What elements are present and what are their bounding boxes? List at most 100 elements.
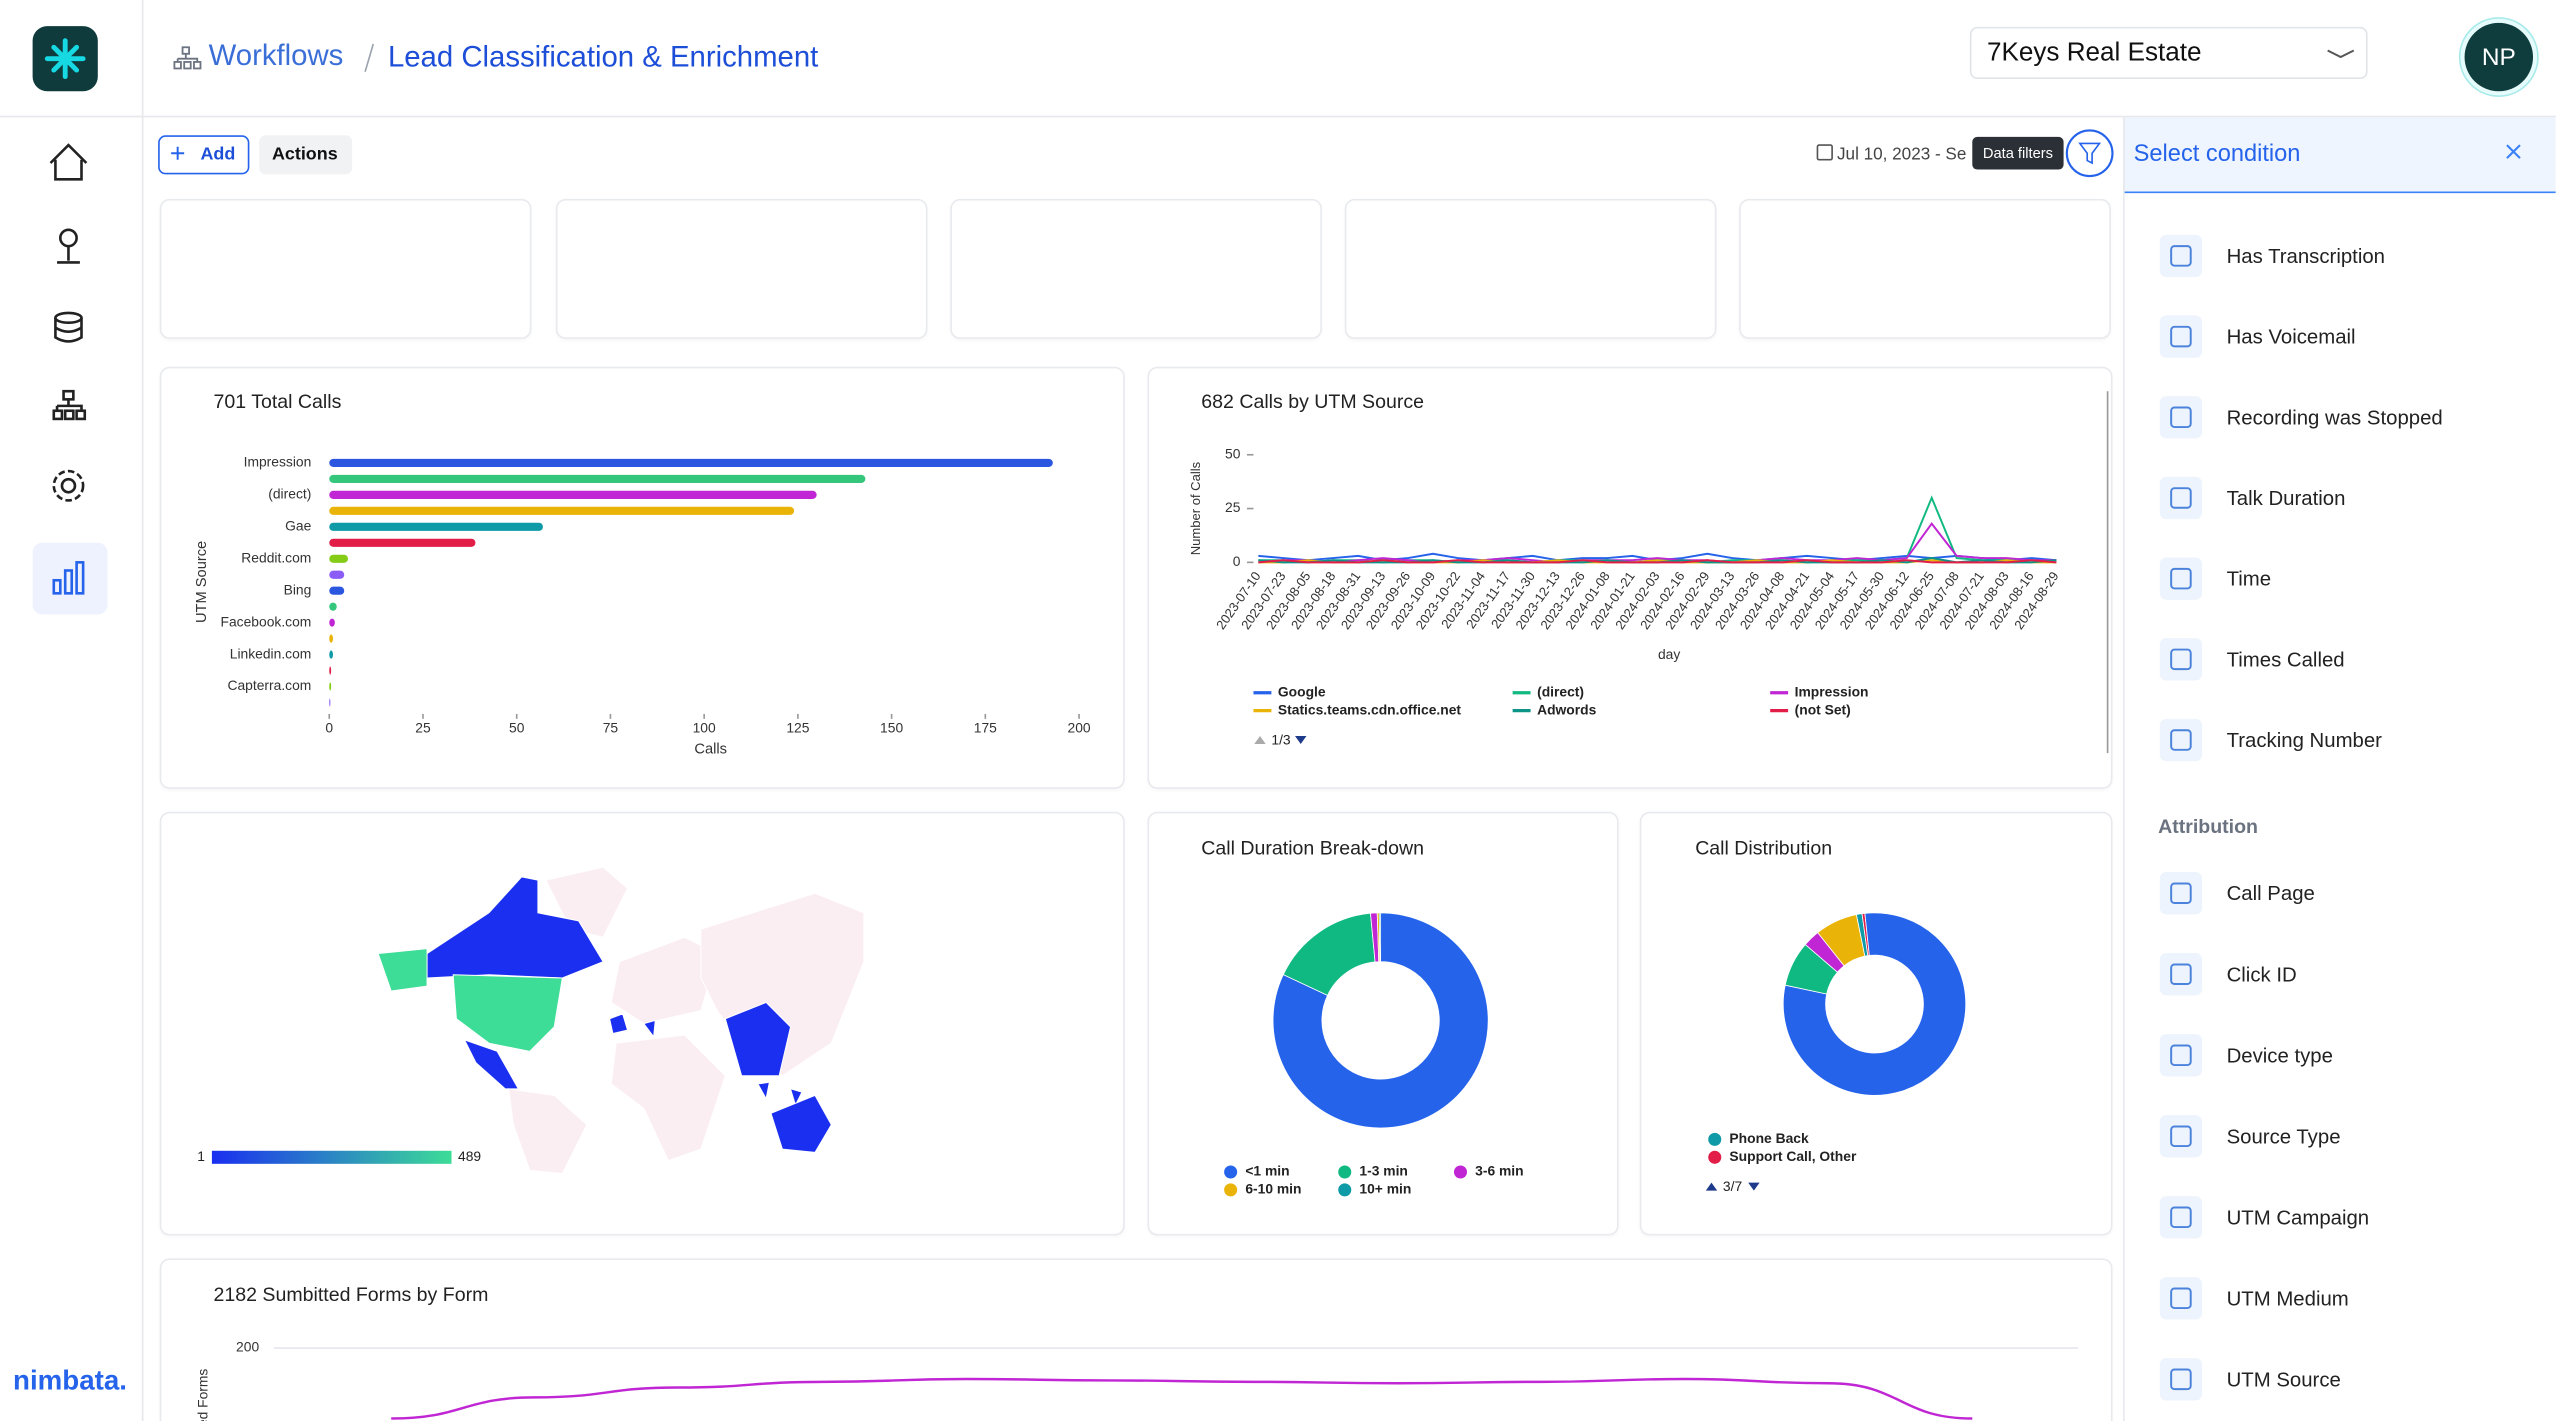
- calendar-icon: [1816, 144, 1833, 161]
- legend-dot: [1224, 1183, 1238, 1197]
- trend-arrow: [1748, 1182, 1760, 1191]
- condition-glyph: [2170, 325, 2192, 348]
- y-tick-label: Facebook.com: [221, 613, 312, 629]
- filter-button[interactable]: [2065, 129, 2114, 178]
- condition-item[interactable]: Has Transcription: [2227, 246, 2385, 268]
- condition-item[interactable]: Call Page: [2227, 883, 2315, 905]
- y-tick-label: Linkedin.com: [230, 645, 312, 661]
- y-tick-label: Gae: [285, 517, 311, 533]
- x-tick-label: 50: [509, 719, 525, 735]
- legend-max: 489: [458, 1148, 481, 1164]
- condition-glyph: [2170, 245, 2192, 267]
- sidebar: [0, 0, 144, 1421]
- bar: [329, 522, 543, 531]
- donut-slice: [1782, 912, 1967, 1096]
- chart-title: Call Distribution: [1695, 837, 1832, 859]
- panel-card: [1147, 366, 2113, 789]
- section-title: Attribution: [2158, 816, 2258, 838]
- close-icon[interactable]: [2506, 144, 2521, 159]
- chart-title: 682 Calls by UTM Source: [1201, 391, 1424, 413]
- y-tick-label: 200: [236, 1339, 259, 1355]
- plus-icon: [171, 146, 185, 160]
- legend-page: 3/7: [1723, 1178, 1742, 1194]
- x-axis-label: day: [1658, 646, 1680, 662]
- logo-mark: [44, 38, 86, 80]
- condition-glyph: [2170, 648, 2192, 671]
- condition-icon: [2159, 953, 2203, 996]
- legend-min: 1: [197, 1148, 205, 1164]
- y-tick-label: Capterra.com: [227, 677, 311, 693]
- bar: [329, 650, 334, 659]
- condition-glyph: [2170, 729, 2192, 751]
- tooltip-text: Data filters: [1983, 146, 2053, 162]
- condition-glyph: [2170, 567, 2192, 590]
- account-select[interactable]: [1969, 26, 2368, 80]
- condition-icon: [2159, 476, 2203, 520]
- breadcrumb-current: Lead Classification & Enrichment: [388, 40, 818, 73]
- condition-item[interactable]: Talk Duration: [2227, 488, 2346, 510]
- condition-item[interactable]: Device type: [2227, 1045, 2333, 1067]
- nav-icons[interactable]: [49, 143, 88, 502]
- condition-item[interactable]: UTM Source: [2227, 1369, 2341, 1391]
- y-tick-label: 25: [1225, 499, 1241, 515]
- bar: [329, 490, 817, 499]
- condition-glyph: [2170, 406, 2192, 429]
- bar: [329, 538, 476, 547]
- add-button[interactable]: [158, 135, 250, 175]
- condition-icon: [2159, 1196, 2203, 1239]
- chart-title: Call Duration Break-down: [1201, 837, 1424, 859]
- legend-label: <1 min: [1245, 1163, 1289, 1179]
- kpi-card: [1344, 198, 1717, 340]
- legend-dot: [1708, 1150, 1722, 1164]
- condition-item[interactable]: UTM Medium: [2227, 1288, 2349, 1310]
- x-tick-label: 0: [325, 719, 333, 735]
- condition-item[interactable]: Source Type: [2227, 1126, 2341, 1148]
- condition-glyph: [2170, 1044, 2192, 1067]
- condition-item[interactable]: Has Voicemail: [2227, 327, 2356, 349]
- line-series: [391, 1377, 1973, 1420]
- condition-glyph: [2170, 487, 2192, 509]
- bar: [329, 618, 335, 627]
- condition-icon: [2159, 718, 2203, 762]
- condition-glyph: [2170, 1125, 2192, 1148]
- select-caret: [2327, 49, 2355, 59]
- condition-item[interactable]: UTM Campaign: [2227, 1207, 2370, 1229]
- header-border: [143, 115, 2556, 118]
- condition-item[interactable]: Recording was Stopped: [2227, 407, 2443, 429]
- line-series: [1258, 559, 2057, 564]
- donut-slice: [1272, 912, 1489, 1129]
- legend-dot: [1453, 1165, 1467, 1179]
- legend-label: 3-6 min: [1475, 1163, 1523, 1179]
- actions-button[interactable]: [259, 135, 353, 175]
- condition-item[interactable]: Click ID: [2227, 964, 2297, 986]
- condition-item[interactable]: Time: [2227, 569, 2272, 591]
- nav-active[interactable]: [32, 542, 108, 615]
- trend-arrow: [1295, 736, 1307, 745]
- legend-dot: [1338, 1165, 1352, 1179]
- condition-glyph: [2170, 1368, 2192, 1391]
- nav-report-icon: [52, 561, 85, 595]
- y-axis-label: UTM Source: [194, 541, 210, 623]
- breadcrumb-link[interactable]: Workflows: [209, 39, 344, 72]
- condition-icon: [2159, 1358, 2203, 1401]
- avatar[interactable]: [2464, 22, 2534, 92]
- condition-icon: [2159, 638, 2203, 681]
- account-name: 7Keys Real Estate: [1987, 37, 2202, 67]
- date-range[interactable]: Jul 10, 2023 - Se: [1837, 144, 1966, 163]
- bar: [329, 458, 1053, 467]
- legend-label: (direct): [1537, 683, 1584, 699]
- condition-item[interactable]: Tracking Number: [2227, 730, 2383, 752]
- kpi-card: [555, 198, 928, 340]
- breadcrumb-sep: [364, 43, 375, 72]
- legend-label: Google: [1278, 683, 1326, 699]
- breadcrumb-icon: [173, 46, 202, 70]
- kpi-card: [159, 198, 532, 340]
- legend-label: Statics.teams.cdn.office.net: [1278, 701, 1461, 717]
- actions-label: Actions: [272, 144, 338, 164]
- condition-item[interactable]: Times Called: [2227, 649, 2345, 671]
- panel-title: Select condition: [2134, 141, 2301, 167]
- filter-icon: [2078, 142, 2102, 165]
- add-label: Add: [200, 144, 235, 164]
